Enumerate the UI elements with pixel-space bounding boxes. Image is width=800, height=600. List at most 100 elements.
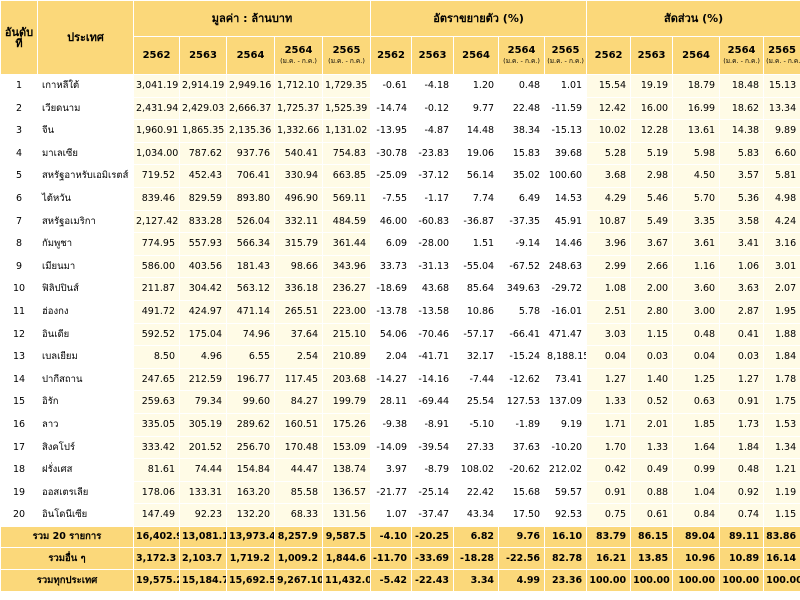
share-cell: 4.29 <box>586 186 632 211</box>
period-label: (ม.ค. - ก.ค.) <box>328 57 365 66</box>
value-cell: 163.20 <box>226 480 275 505</box>
value-cell: 336.18 <box>274 277 323 301</box>
table-row: 5 สหรัฐอาหรับเอมิเรตส์ 719.52 452.43 706.41 3… <box>0 164 800 188</box>
year-header-share: 2565 (ม.ค. - ก.ค.) <box>763 36 800 75</box>
summary-growth-cell: 3.34 <box>453 569 500 592</box>
rank-cell: 12 <box>0 322 38 347</box>
rank-cell: 19 <box>0 480 38 505</box>
value-cell: 175.04 <box>179 322 227 347</box>
value-cell: 774.95 <box>133 232 180 256</box>
value-cell: 1,712.10 <box>274 74 323 98</box>
value-cell: 937.76 <box>226 141 275 166</box>
growth-cell: 471.47 <box>544 322 588 347</box>
value-cell: 304.42 <box>179 277 227 301</box>
value-cell: 215.10 <box>321 322 372 347</box>
growth-cell: 6.49 <box>498 186 546 211</box>
summary-value-cell: 11,432.08 <box>321 569 372 592</box>
share-cell: 5.36 <box>719 186 765 211</box>
summary-value-cell: 1,844.6 <box>321 547 372 571</box>
value-cell: 586.00 <box>133 254 180 279</box>
year-header-value: 2563 <box>179 36 227 75</box>
value-cell: 1,960.91 <box>133 119 180 143</box>
summary-value-cell: 15,184.76 <box>179 569 227 592</box>
year-label: 2564 <box>462 49 490 61</box>
share-cell: 5.49 <box>630 209 674 234</box>
value-cell: 1,729.35 <box>321 74 372 98</box>
summary-share-cell: 10.96 <box>672 547 721 571</box>
summary-growth-cell: -18.28 <box>453 547 500 571</box>
value-cell: 361.44 <box>321 232 372 256</box>
country-cell: อิรัก <box>37 390 134 414</box>
share-cell: 10.87 <box>586 209 632 234</box>
growth-cell: 54.06 <box>370 322 413 347</box>
share-cell: 5.81 <box>763 164 800 188</box>
share-cell: 0.42 <box>586 458 632 482</box>
share-cell: 18.48 <box>719 74 765 98</box>
value-cell: 181.43 <box>226 254 275 279</box>
share-cell: 1.33 <box>586 390 632 414</box>
share-cell: 14.38 <box>719 119 765 143</box>
growth-cell: 1.07 <box>370 503 413 527</box>
value-cell: 833.28 <box>179 209 227 234</box>
growth-cell: 85.64 <box>453 277 500 301</box>
share-cell: 0.63 <box>672 390 721 414</box>
growth-cell: -20.62 <box>498 458 546 482</box>
share-cell: 3.60 <box>672 277 721 301</box>
share-cell: 19.19 <box>630 74 674 98</box>
value-cell: 170.48 <box>274 435 323 460</box>
summary-share-cell: 83.79 <box>586 525 632 549</box>
growth-cell: 100.60 <box>544 164 588 188</box>
value-cell: 4.96 <box>179 345 227 369</box>
share-cell: 0.74 <box>719 503 765 527</box>
summary-value-cell: 1,719.2 <box>226 547 275 571</box>
summary-share-cell: 89.11 <box>719 525 765 549</box>
table-row: 11 ฮ่องกง 491.72 424.97 471.14 265.51 223.00 -1… <box>0 299 800 324</box>
growth-cell: 25.54 <box>453 390 500 414</box>
year-header-growth: 2565 (ม.ค. - ก.ค.) <box>544 36 588 75</box>
growth-cell: -14.74 <box>370 96 413 121</box>
summary-value-cell: 16,402.9 <box>133 525 180 549</box>
growth-cell: 56.14 <box>453 164 500 188</box>
period-label: (ม.ค. - ก.ค.) <box>547 57 584 66</box>
growth-cell: -25.09 <box>370 164 413 188</box>
share-cell: 3.35 <box>672 209 721 234</box>
summary-value-cell: 2,103.7 <box>179 547 227 571</box>
country-cell: สหรัฐอเมริกา <box>37 209 134 234</box>
growth-cell: -14.27 <box>370 367 413 392</box>
value-cell: 160.51 <box>274 412 323 437</box>
growth-cell: 1.20 <box>453 74 500 98</box>
value-cell: 132.20 <box>226 503 275 527</box>
value-cell: 540.41 <box>274 141 323 166</box>
value-cell: 74.44 <box>179 458 227 482</box>
value-cell: 136.57 <box>321 480 372 505</box>
value-cell: 1,332.66 <box>274 119 323 143</box>
summary-share-cell: 89.04 <box>672 525 721 549</box>
summary-value-cell: 13,973.4 <box>226 525 275 549</box>
value-cell: 839.46 <box>133 186 180 211</box>
share-cell: 3.03 <box>586 322 632 347</box>
summary-growth-cell: 16.10 <box>544 525 588 549</box>
rank-cell: 5 <box>0 164 38 188</box>
value-cell: 1,865.35 <box>179 119 227 143</box>
country-cell: อินเดีย <box>37 322 134 347</box>
rank-cell: 16 <box>0 412 38 437</box>
growth-cell: -15.13 <box>544 119 588 143</box>
table-row: 8 กัมพูชา 774.95 557.93 566.34 315.79 361.44 6.… <box>0 232 800 256</box>
summary-share-cell: 100.00 <box>672 569 721 592</box>
value-cell: 68.33 <box>274 503 323 527</box>
growth-cell: -7.55 <box>370 186 413 211</box>
value-cell: 81.61 <box>133 458 180 482</box>
growth-cell: -41.71 <box>411 345 455 369</box>
year-label: 2565 <box>768 45 797 57</box>
year-header-value: 2564 <box>226 36 275 75</box>
rank-cell: 18 <box>0 458 38 482</box>
growth-cell: -14.16 <box>411 367 455 392</box>
year-label: 2563 <box>418 49 447 61</box>
value-cell: 256.70 <box>226 435 275 460</box>
year-label: 2563 <box>637 49 666 61</box>
value-cell: 754.83 <box>321 141 372 166</box>
value-cell: 305.19 <box>179 412 227 437</box>
summary-share-cell: 100.00 <box>719 569 765 592</box>
share-cell: 2.98 <box>630 164 674 188</box>
value-cell: 203.68 <box>321 367 372 392</box>
